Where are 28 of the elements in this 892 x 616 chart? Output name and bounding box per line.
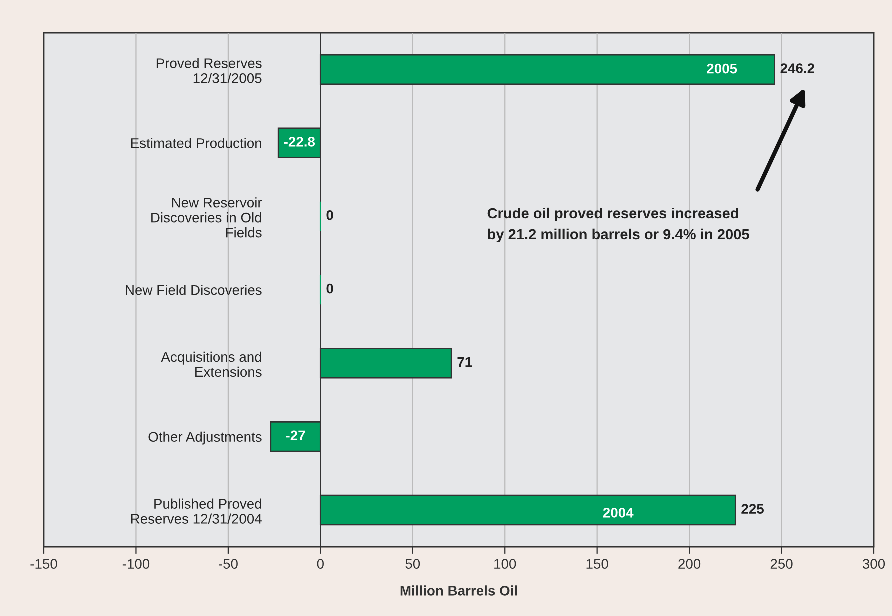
y-tick-label: Acquisitions and Extensions — [161, 352, 262, 378]
data-label: 0 — [326, 284, 334, 294]
annotation: Crude oil proved reserves increased by 21.2 million barrels or 9.4% in 2005 — [488, 208, 750, 243]
x-tick-label: 50 — [406, 559, 420, 570]
x-tick-label: 250 — [770, 559, 793, 570]
y-tick-label: New Field Discoveries — [126, 284, 262, 296]
x-tick-label: -50 — [219, 559, 238, 570]
y-tick-label: Proved Reserves 12/31/2005 — [156, 58, 262, 84]
data-label: -27 — [286, 430, 306, 440]
x-tick-label: 300 — [862, 559, 886, 570]
x-tick-label: 100 — [494, 559, 516, 570]
y-tick-label: Estimated Production — [131, 138, 262, 148]
data-label: 71 — [458, 357, 472, 368]
data-label: 0 — [326, 210, 334, 220]
data-label: 225 — [742, 504, 764, 514]
y-tick-label: New Reservoir Discoveries in Old Fields — [152, 198, 262, 238]
data-label: 246.2 — [780, 64, 814, 74]
x-tick-label: -100 — [122, 559, 150, 570]
annotation: 2005 — [707, 64, 738, 74]
x-tick-label: 0 — [317, 559, 324, 570]
y-tick-label: Other Adjustments — [148, 432, 262, 445]
x-tick-label: 150 — [586, 559, 608, 570]
x-axis-title: Million Barrels Oil — [400, 586, 518, 596]
y-tick-label: Published Proved Reserves 12/31/2004 — [131, 498, 262, 524]
x-tick-label: -150 — [30, 559, 58, 570]
annotation: 2004 — [603, 508, 634, 518]
x-tick-label: 200 — [678, 559, 701, 570]
data-label: -22.8 — [284, 137, 316, 147]
